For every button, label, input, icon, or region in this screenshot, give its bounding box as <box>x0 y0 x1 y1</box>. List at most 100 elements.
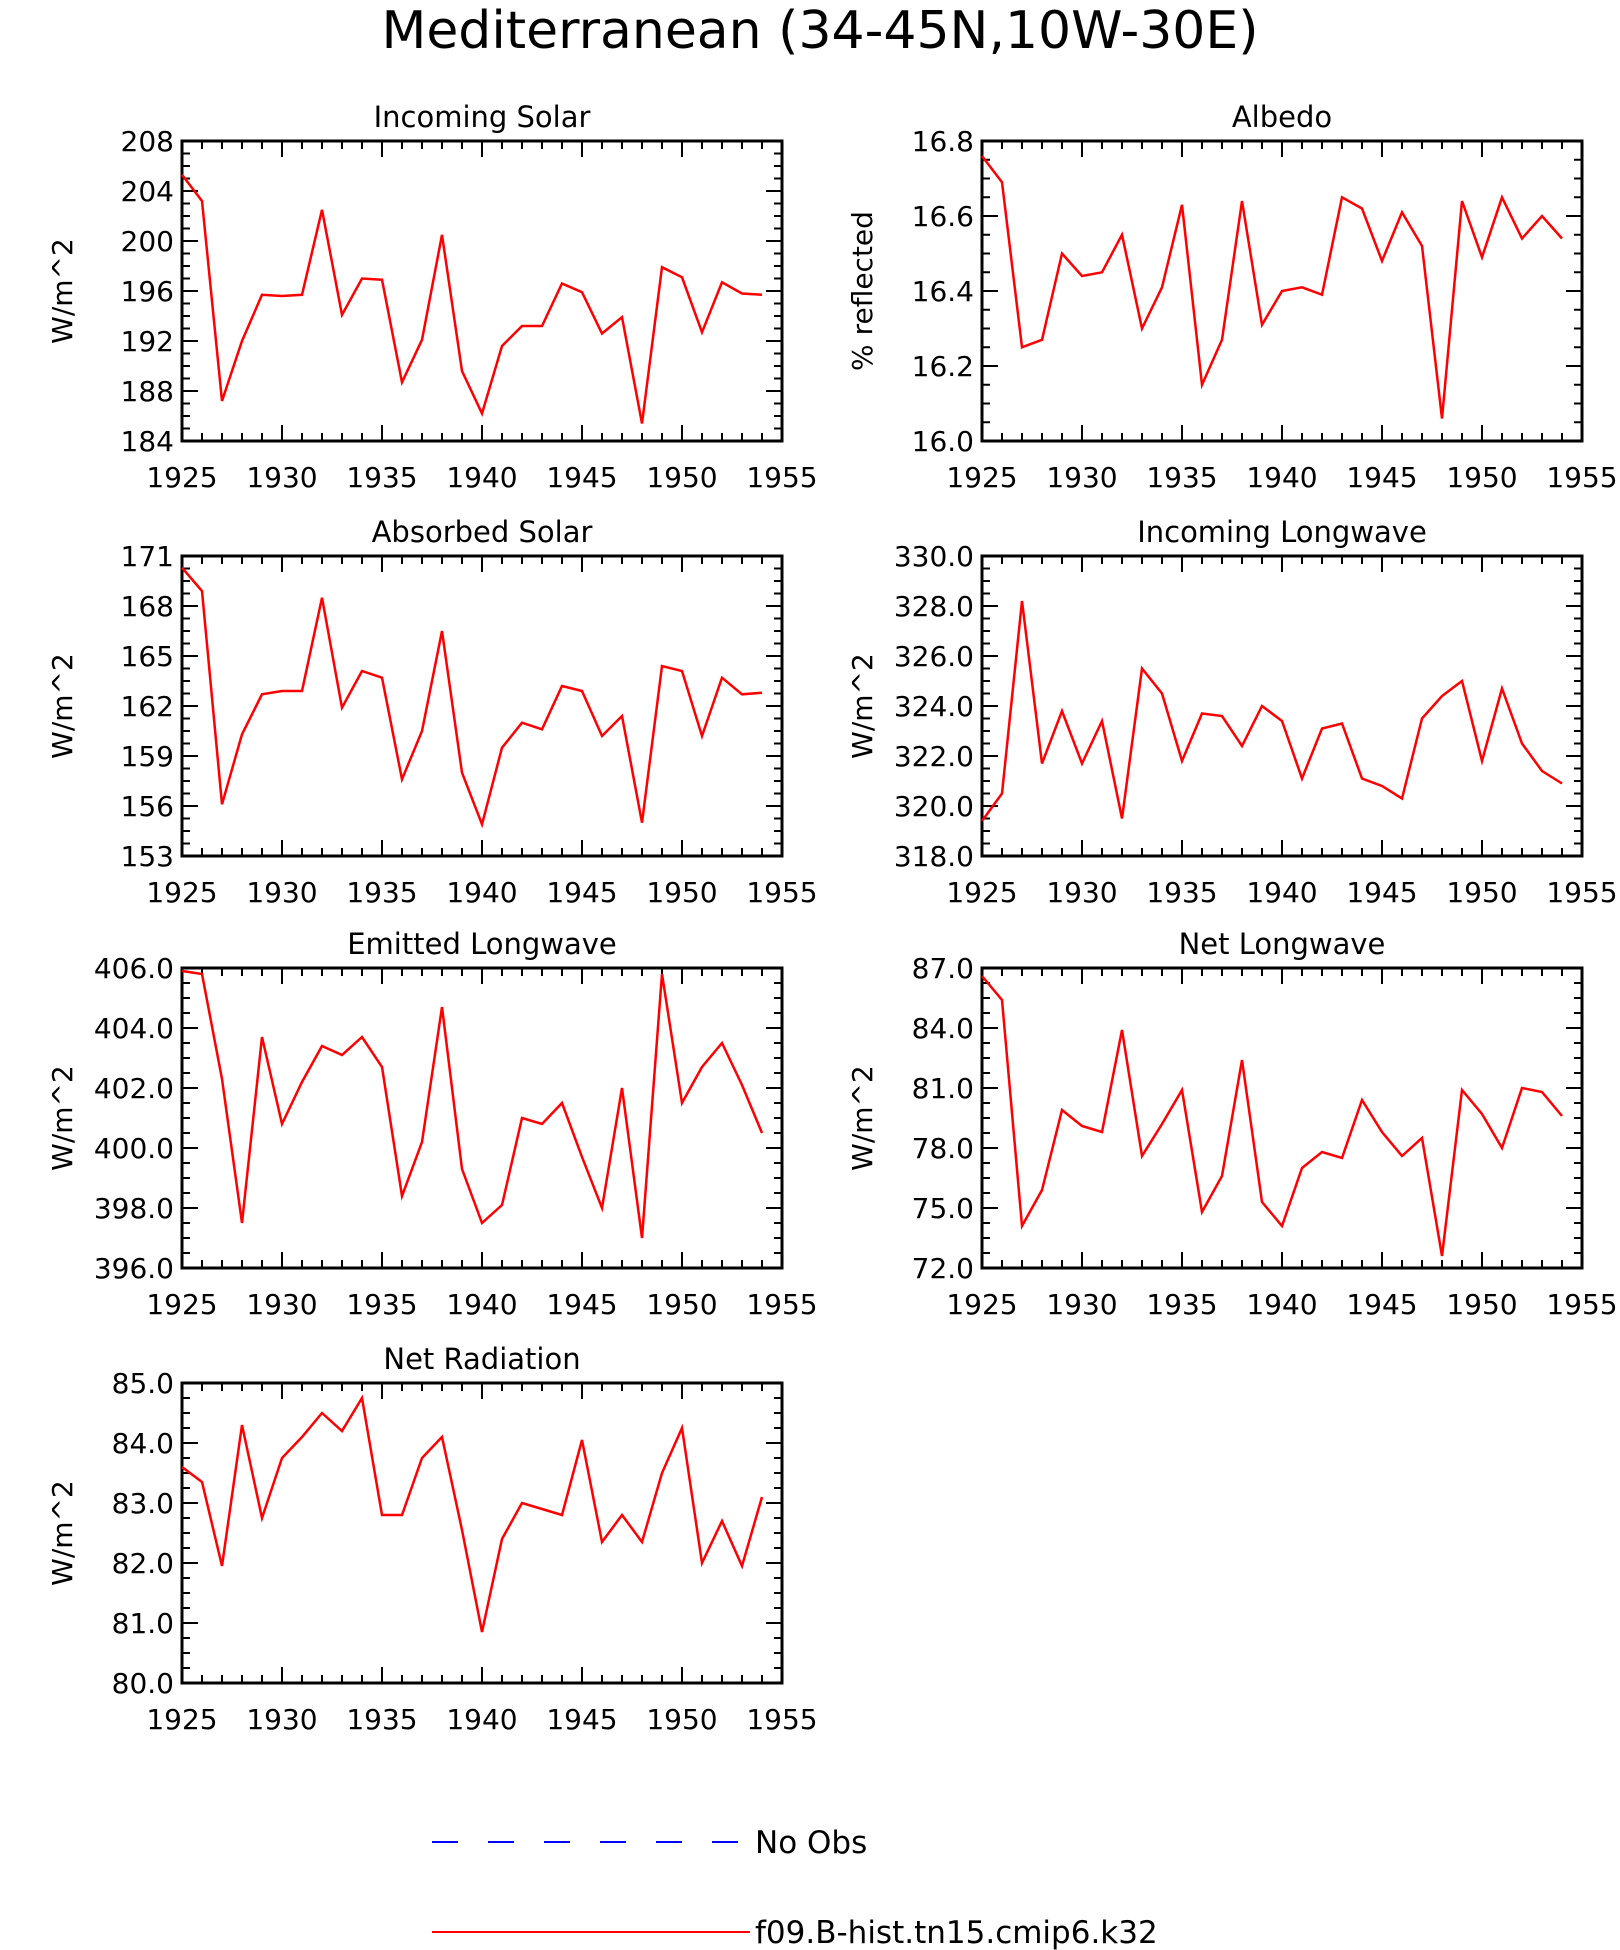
y-tick-label: 322.0 <box>894 740 974 773</box>
y-axis-label: W/m^2 <box>46 238 79 344</box>
y-tick-label: 184 <box>121 425 174 458</box>
y-tick-label: 398.0 <box>94 1192 174 1225</box>
y-tick-label: 72.0 <box>912 1252 974 1285</box>
x-tick-label: 1945 <box>1346 461 1417 494</box>
y-tick-label: 320.0 <box>894 790 974 823</box>
y-axis-label: W/m^2 <box>46 1480 79 1586</box>
series-line-0 <box>181 566 763 829</box>
legend-label-model: f09.B-hist.tn15.cmip6.k32 <box>755 1915 1158 1950</box>
x-tick-label: 1955 <box>746 461 817 494</box>
panel-1: Albedo 1925 1930 1935 1940 1945 1950 1955 16.0 16… <box>846 100 1618 494</box>
y-axis-label: W/m^2 <box>846 1065 879 1171</box>
plot-frame <box>180 1381 784 1685</box>
y-tick-label: 16.2 <box>912 350 974 383</box>
y-tick-label: 204 <box>121 175 174 208</box>
y-tick-label: 16.6 <box>912 200 974 233</box>
series-line-0 <box>181 1394 764 1633</box>
x-tick-label: 1935 <box>346 461 417 494</box>
x-tick-label: 1945 <box>546 1703 617 1736</box>
x-tick-label: 1950 <box>646 1288 717 1321</box>
plot-frame <box>980 554 1584 858</box>
panel-title: Albedo <box>1232 100 1332 134</box>
series-line-0 <box>181 969 764 1239</box>
x-tick-label: 1945 <box>1346 1288 1417 1321</box>
y-tick-label: 171 <box>121 540 174 573</box>
y-tick-label: 156 <box>121 790 174 823</box>
x-tick-label: 1940 <box>446 1288 517 1321</box>
x-tick-label: 1950 <box>1446 1288 1517 1321</box>
x-tick-label: 1955 <box>746 876 817 909</box>
panels: Incoming Solar 1925 1930 1935 1940 1945 1950 19… <box>46 100 1618 1736</box>
x-tick-label: 1955 <box>1546 1288 1617 1321</box>
y-tick-label: 188 <box>121 375 174 408</box>
series-line-0 <box>981 155 1563 419</box>
y-tick-label: 330.0 <box>894 540 974 573</box>
x-tick-label: 1940 <box>446 461 517 494</box>
series-line-0 <box>980 600 1563 822</box>
y-tick-label: 83.0 <box>112 1487 174 1520</box>
panel-title: Absorbed Solar <box>372 515 593 549</box>
x-tick-label: 1935 <box>346 876 417 909</box>
x-tick-label: 1945 <box>546 1288 617 1321</box>
x-tick-label: 1935 <box>346 1703 417 1736</box>
panel-title: Emitted Longwave <box>347 927 617 961</box>
y-tick-label: 80.0 <box>112 1667 174 1700</box>
y-tick-label: 75.0 <box>912 1192 974 1225</box>
x-tick-label: 1930 <box>246 876 317 909</box>
y-tick-label: 82.0 <box>112 1547 174 1580</box>
x-tick-label: 1945 <box>546 461 617 494</box>
y-tick-label: 84.0 <box>112 1427 174 1460</box>
y-tick-label: 402.0 <box>94 1072 174 1105</box>
y-tick-label: 196 <box>121 275 174 308</box>
y-tick-label: 326.0 <box>894 640 974 673</box>
y-tick-label: 84.0 <box>912 1012 974 1045</box>
panel-4: Emitted Longwave 1925 1930 1935 1940 1945 1950… <box>46 927 818 1321</box>
x-tick-label: 1930 <box>246 1288 317 1321</box>
x-tick-label: 1940 <box>446 1703 517 1736</box>
y-tick-label: 200 <box>121 225 174 258</box>
x-tick-label: 1955 <box>746 1288 817 1321</box>
panel-0: Incoming Solar 1925 1930 1935 1940 1945 1950 19… <box>46 100 818 494</box>
y-tick-label: 81.0 <box>112 1607 174 1640</box>
plot-frame <box>180 139 784 443</box>
x-tick-label: 1945 <box>546 876 617 909</box>
panel-3: Incoming Longwave 1925 1930 1935 1940 1945 195… <box>846 515 1618 909</box>
x-tick-label: 1955 <box>1546 461 1617 494</box>
x-tick-label: 1935 <box>1146 1288 1217 1321</box>
legend: No Obs f09.B-hist.tn15.cmip6.k32 <box>432 1825 1158 1950</box>
x-tick-label: 1930 <box>1046 876 1117 909</box>
x-tick-label: 1955 <box>1546 876 1617 909</box>
x-tick-label: 1935 <box>346 1288 417 1321</box>
y-tick-label: 318.0 <box>894 840 974 873</box>
x-tick-label: 1945 <box>1346 876 1417 909</box>
y-axis-label: W/m^2 <box>46 1065 79 1171</box>
y-tick-label: 208 <box>121 125 174 158</box>
panel-title: Net Radiation <box>383 1342 580 1376</box>
x-tick-label: 1940 <box>1246 461 1317 494</box>
panel-5: Net Longwave 1925 1930 1935 1940 1945 1950 1955… <box>846 927 1618 1321</box>
x-tick-label: 1955 <box>746 1703 817 1736</box>
x-tick-label: 1940 <box>1246 1288 1317 1321</box>
panel-title: Incoming Longwave <box>1137 515 1427 549</box>
series-line-0 <box>181 173 763 424</box>
y-tick-label: 400.0 <box>94 1132 174 1165</box>
x-tick-label: 1940 <box>1246 876 1317 909</box>
x-tick-label: 1930 <box>1046 1288 1117 1321</box>
y-axis-label: W/m^2 <box>846 653 879 759</box>
panel-2: Absorbed Solar 1925 1930 1935 1940 1945 1950 19… <box>46 515 818 909</box>
x-tick-label: 1935 <box>1146 876 1217 909</box>
legend-label-no-obs: No Obs <box>755 1825 867 1861</box>
main-title: Mediterranean (34-45N,10W-30E) <box>381 1 1258 61</box>
x-tick-label: 1950 <box>1446 461 1517 494</box>
y-tick-label: 192 <box>121 325 174 358</box>
x-tick-label: 1950 <box>1446 876 1517 909</box>
y-tick-label: 165 <box>121 640 174 673</box>
y-tick-label: 396.0 <box>94 1252 174 1285</box>
y-tick-label: 16.8 <box>912 125 974 158</box>
x-tick-label: 1925 <box>146 461 217 494</box>
x-tick-label: 1930 <box>246 1703 317 1736</box>
y-tick-label: 404.0 <box>94 1012 174 1045</box>
x-tick-label: 1925 <box>146 1288 217 1321</box>
y-tick-label: 87.0 <box>912 952 974 985</box>
